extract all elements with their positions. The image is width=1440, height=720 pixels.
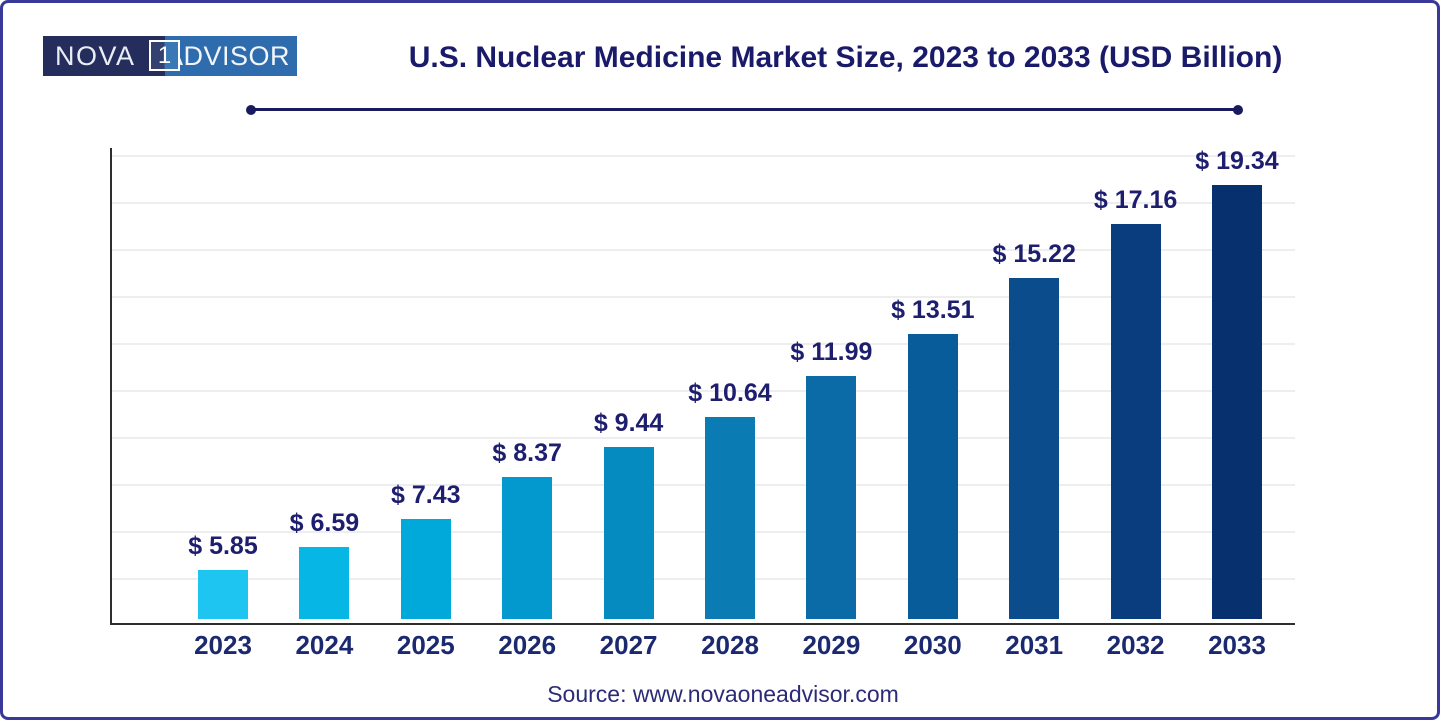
bar-2027 [603,447,654,619]
gridline [112,249,1295,251]
bar-value-label: $ 7.43 [391,481,461,509]
bar-2029 [806,376,857,619]
bar-2025 [400,519,451,619]
x-axis-tick-label: 2031 [1005,630,1064,660]
x-axis-tick-label: 2028 [701,630,759,660]
gridline [112,484,1295,486]
bar-group: $ 5.85 2023 [168,532,278,660]
bar-value-label: $ 9.44 [593,409,664,437]
bar-value-label: $ 10.64 [688,379,772,407]
underline-left-dot [246,104,256,115]
x-axis-tick-label: 2023 [194,630,252,660]
bar-2033 [1212,185,1262,619]
gridline [112,296,1295,298]
x-axis-tick-label: 2027 [599,630,658,660]
bar-group: $ 19.34 2033 [1182,147,1292,660]
bar-2023 [198,570,248,619]
gridline [112,390,1295,392]
logo-left-segment: NOVA [43,36,165,76]
y-axis-line [110,148,112,625]
gridline [112,202,1295,204]
bar-group: $ 15.22 2031 [979,240,1089,660]
x-axis-tick-label: 2026 [498,630,557,660]
bar-group: $ 9.44 2027 [574,409,684,660]
bar-2030 [907,334,958,619]
gridline [112,578,1295,580]
bar-2031 [1009,278,1060,619]
bar-group: $ 10.64 2028 [675,379,785,660]
x-axis-tick-label: 2033 [1208,630,1266,660]
gridline [112,531,1295,533]
bar-value-label: $ 11.99 [790,338,873,366]
source-text: Source: www.novaoneadvisor.com [547,681,899,707]
bar-2028 [705,417,755,619]
bar-value-label: $ 15.22 [992,240,1076,268]
x-axis-tick-label: 2032 [1106,630,1165,660]
bar-value-label: $ 19.34 [1195,147,1279,175]
underline-right-dot [1233,104,1243,115]
bar-group: $ 13.51 2030 [878,296,988,660]
bar-2026 [502,477,553,619]
bar-group: $ 6.59 2024 [269,509,379,660]
gridline [112,343,1295,345]
gridline [112,155,1295,157]
x-axis-tick-label: 2025 [396,630,455,660]
x-axis-tick-label: 2030 [903,630,962,660]
chart-title: U.S. Nuclear Medicine Market Size, 2023 … [408,41,1283,74]
bar-chart: $ 5.85 2023 $ 6.59 2024 $ 7.43 2025 $ 8.37 2026… [3,3,1437,717]
x-axis-line [110,623,1295,625]
bar-value-label: $ 5.85 [188,532,258,560]
logo-number-badge: 1 [149,40,180,71]
bar-2032 [1110,224,1161,619]
bar-group: $ 7.43 2025 [371,481,481,660]
bar-value-label: $ 6.59 [289,509,360,537]
brand-logo: NOVA ADVISOR 1 [43,36,298,76]
bar-2024 [299,547,350,619]
bar-group: $ 8.37 2026 [472,439,582,660]
bar-value-label: $ 8.37 [492,439,562,467]
x-axis-tick-label: 2024 [295,630,354,660]
x-axis-tick-label: 2029 [802,630,861,660]
bar-value-label: $ 13.51 [891,296,975,324]
gridline [112,437,1295,439]
title-underline [246,104,1243,115]
bar-group: $ 11.99 2029 [776,338,886,660]
logo-right-segment: ADVISOR [165,36,298,76]
bar-value-label: $ 17.16 [1093,186,1178,214]
bar-group: $ 17.16 2032 [1081,186,1191,660]
